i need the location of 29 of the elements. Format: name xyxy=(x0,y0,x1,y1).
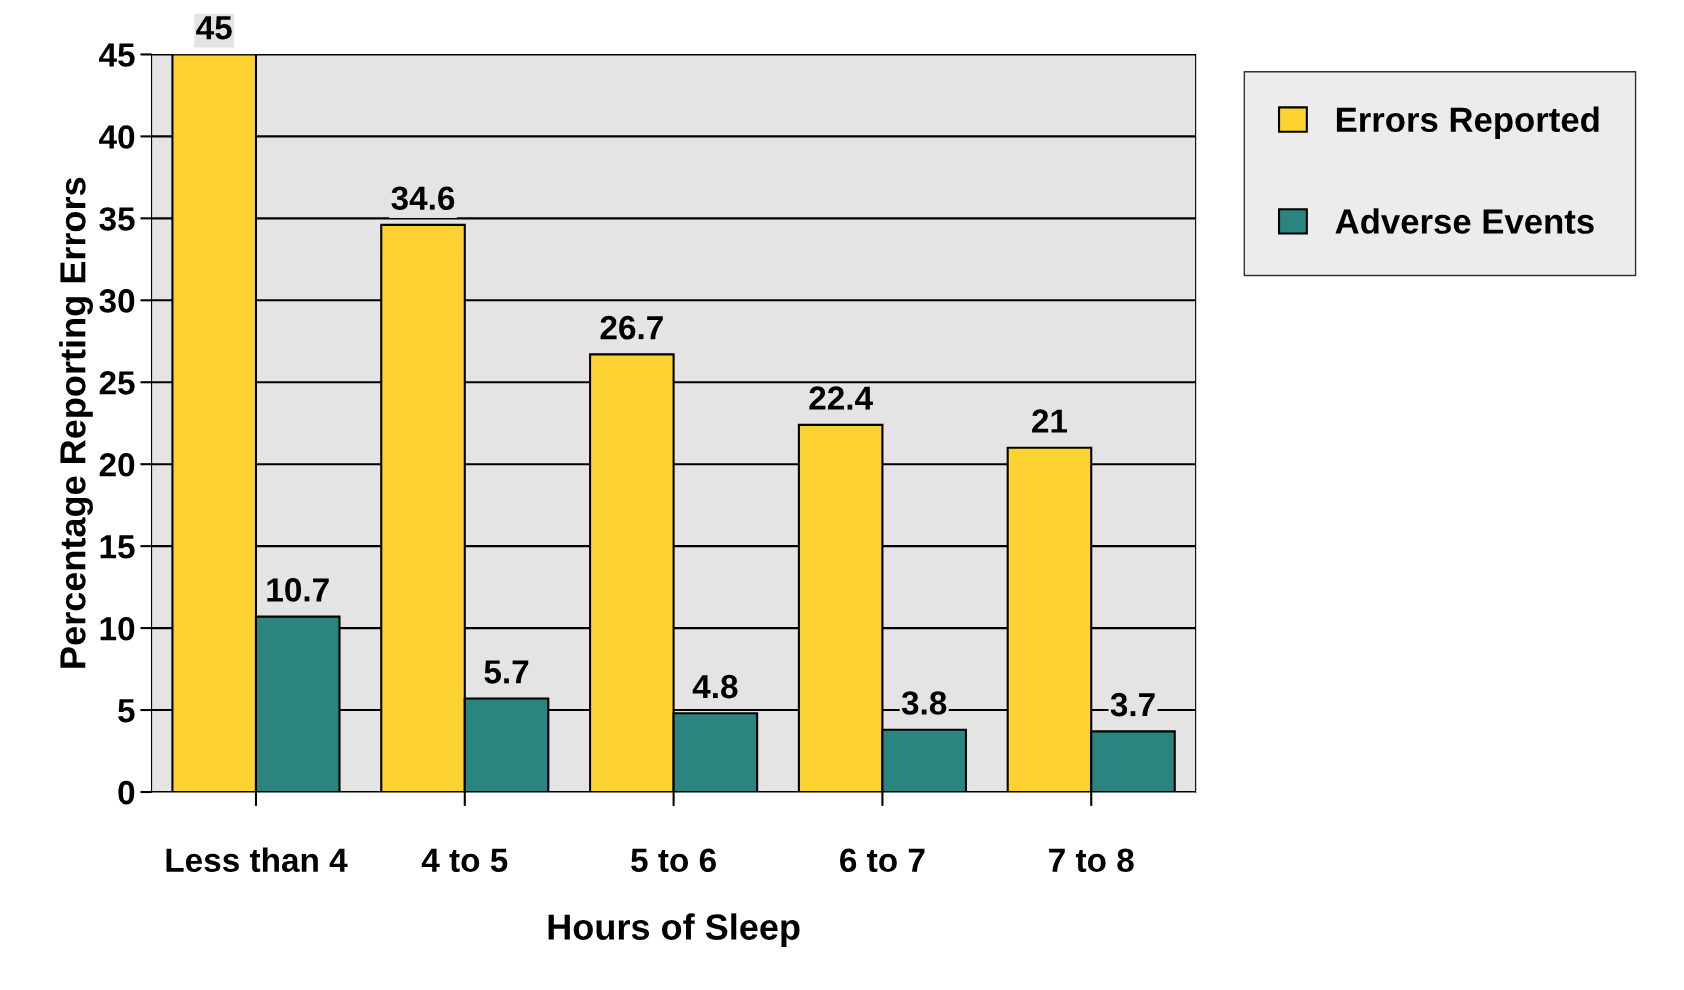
y-tick-label: 20 xyxy=(99,453,135,477)
data-label: 26.7 xyxy=(600,315,663,340)
x-axis-title: Hours of Sleep xyxy=(548,913,800,948)
x-tick-label: Less than 4 xyxy=(166,847,348,873)
y-axis-title: Percentage Reporting Errors xyxy=(59,177,93,668)
y-tick-label: 15 xyxy=(100,535,135,559)
legend-label: Adverse Events xyxy=(1335,208,1594,234)
data-label: 45 xyxy=(196,16,232,40)
data-label: 22.4 xyxy=(809,386,873,410)
y-tick-label: 40 xyxy=(99,125,135,149)
data-label: 3.7 xyxy=(1110,692,1155,717)
data-label: 5.7 xyxy=(484,660,529,684)
data-label: 21 xyxy=(1032,409,1068,433)
data-label: 10.7 xyxy=(267,578,329,602)
data-label: 3.8 xyxy=(901,691,947,715)
x-tick-label: 7 to 8 xyxy=(1049,848,1134,873)
y-tick-label: 10 xyxy=(100,616,135,641)
y-tick-label: 45 xyxy=(99,43,135,67)
x-tick-label: 6 to 7 xyxy=(840,848,925,873)
y-tick-label: 30 xyxy=(99,289,135,313)
data-label: 4.8 xyxy=(692,674,738,699)
y-tick-label: 25 xyxy=(99,371,135,395)
y-tick-label: 0 xyxy=(118,780,135,805)
data-label: 34.6 xyxy=(391,186,455,211)
x-tick-label: 4 to 5 xyxy=(421,848,508,873)
y-tick-label: 35 xyxy=(99,207,135,231)
x-tick-label: 5 to 6 xyxy=(631,848,716,873)
y-tick-label: 5 xyxy=(118,699,135,723)
legend-label: Errors Reported xyxy=(1336,106,1599,139)
